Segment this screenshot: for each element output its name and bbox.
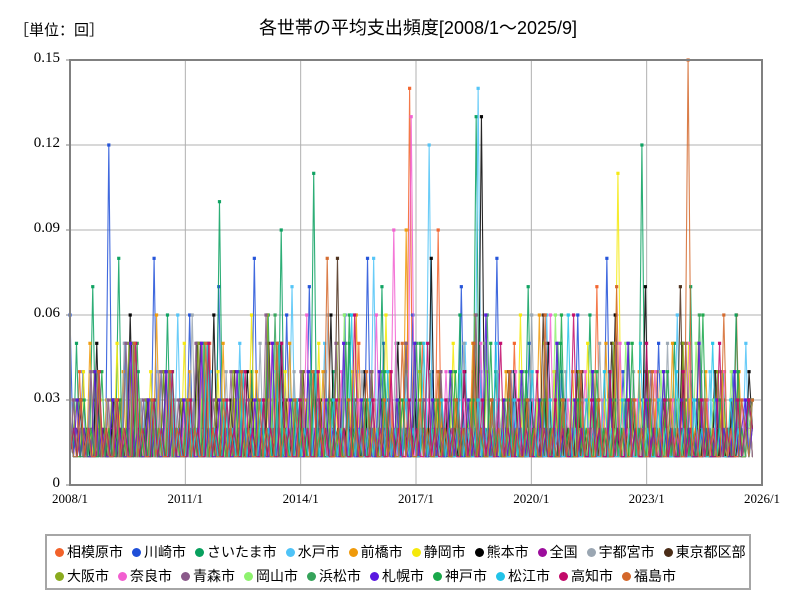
legend-item-label: 青森市 — [193, 568, 235, 584]
x-axis-tick-label: 2011/1 — [167, 491, 204, 506]
chart-legend: 相模原市 川崎市 さいたま市 水戸市 前橋市 静岡市 熊本市 全国 宇都宮市 東京都区部 大阪市 奈… — [45, 534, 751, 590]
legend-item-label: 奈良市 — [130, 568, 172, 584]
legend-item-label: 高知市 — [571, 568, 613, 584]
series-line — [69, 58, 754, 458]
page-title: 各世帯の平均支出頻度[2008/1〜2025/9] — [258, 18, 578, 38]
legend-item-熊本市[interactable]: 熊本市 — [474, 544, 529, 560]
legend-item-label: 熊本市 — [486, 544, 529, 560]
legend-marker-icon — [474, 547, 484, 557]
legend-marker-icon — [307, 571, 316, 581]
legend-item-相模原市[interactable]: 相模原市 — [55, 545, 123, 559]
legend-item-label: 福島市 — [634, 568, 676, 584]
legend-item-神戸市[interactable]: 神戸市 — [433, 569, 487, 583]
legend-item-東京都区部[interactable]: 東京都区部 — [663, 544, 746, 560]
legend-item-川崎市[interactable]: 川崎市 — [132, 545, 186, 559]
legend-item-さいたま市[interactable]: さいたま市 — [195, 545, 277, 559]
legend-item-label: 川崎市 — [144, 544, 186, 560]
legend-item-静岡市[interactable]: 静岡市 — [411, 544, 466, 560]
legend-item-label: 静岡市 — [423, 544, 466, 560]
legend-item-浜松市[interactable]: 浜松市 — [307, 569, 361, 583]
legend-item-label: 松江市 — [508, 568, 550, 584]
legend-marker-icon — [433, 571, 442, 581]
legend-item-水戸市[interactable]: 水戸市 — [285, 544, 340, 560]
y-axis-tick-label: 0.03 — [33, 390, 60, 406]
legend-marker-icon — [285, 547, 295, 557]
legend-item-label: 浜松市 — [319, 568, 361, 584]
x-axis-tick-label: 2017/1 — [397, 491, 435, 506]
legend-item-全国[interactable]: 全国 — [537, 544, 578, 560]
legend-marker-icon — [55, 547, 64, 557]
legend-item-松江市[interactable]: 松江市 — [496, 569, 550, 583]
x-axis-tick-label: 2020/1 — [513, 491, 550, 506]
legend-row: 相模原市 川崎市 さいたま市 水戸市 前橋市 静岡市 熊本市 全国 宇都宮市 東京都区部 — [47, 540, 749, 564]
legend-marker-icon — [118, 571, 127, 581]
legend-item-label: 札幌市 — [382, 568, 424, 584]
x-axis-tick-label: 2023/1 — [628, 491, 665, 506]
legend-marker-icon — [370, 571, 379, 581]
legend-item-label: 宇都宮市 — [598, 544, 655, 560]
legend-row: 大阪市 奈良市 青森市 岡山市 浜松市 札幌市 神戸市 松江市 高知市 福島市 — [47, 564, 749, 588]
legend-item-宇都宮市[interactable]: 宇都宮市 — [586, 544, 655, 560]
legend-item-label: 大阪市 — [67, 568, 109, 584]
legend-marker-icon — [663, 547, 673, 557]
y-axis-tick-label: 0 — [52, 475, 61, 491]
legend-item-label: 相模原市 — [67, 544, 123, 560]
legend-item-label: 全国 — [549, 544, 578, 560]
legend-item-岡山市[interactable]: 岡山市 — [244, 569, 298, 583]
x-axis-tick-label: 2008/1 — [51, 491, 89, 506]
legend-marker-icon — [559, 571, 568, 581]
legend-marker-icon — [496, 571, 505, 581]
legend-marker-icon — [348, 547, 358, 557]
plot-area — [66, 58, 763, 486]
legend-item-大阪市[interactable]: 大阪市 — [55, 569, 109, 583]
legend-marker-icon — [132, 547, 141, 557]
legend-item-label: 神戸市 — [445, 568, 487, 584]
legend-item-label: 前橋市 — [360, 544, 403, 560]
series-line — [69, 313, 753, 458]
legend-item-青森市[interactable]: 青森市 — [181, 569, 235, 583]
legend-marker-icon — [411, 547, 421, 557]
x-axis-tick-label: 2026/1 — [743, 491, 781, 506]
y-axis-tick-label: 0.15 — [33, 50, 60, 66]
legend-marker-icon — [181, 571, 190, 581]
y-axis-tick-label: 0.09 — [33, 220, 60, 236]
legend-item-label: さいたま市 — [207, 544, 277, 560]
legend-marker-icon — [195, 547, 204, 557]
legend-item-前橋市[interactable]: 前橋市 — [348, 544, 403, 560]
legend-item-高知市[interactable]: 高知市 — [559, 569, 613, 583]
legend-item-label: 東京都区部 — [675, 544, 746, 560]
legend-item-奈良市[interactable]: 奈良市 — [118, 569, 172, 583]
legend-marker-icon — [586, 547, 596, 557]
legend-item-札幌市[interactable]: 札幌市 — [370, 569, 424, 583]
legend-marker-icon — [55, 571, 64, 581]
legend-marker-icon — [244, 571, 253, 581]
line-chart-svg — [66, 58, 763, 486]
legend-item-福島市[interactable]: 福島市 — [622, 569, 676, 583]
legend-marker-icon — [537, 547, 547, 557]
legend-item-label: 水戸市 — [297, 544, 340, 560]
legend-marker-icon — [622, 571, 631, 581]
y-axis-tick-label: 0.12 — [33, 135, 60, 151]
legend-item-label: 岡山市 — [256, 568, 298, 584]
y-axis-tick-label: 0.06 — [33, 305, 60, 321]
unit-label: ［単位：回］ — [14, 22, 105, 39]
x-axis-tick-label: 2014/1 — [282, 491, 319, 506]
